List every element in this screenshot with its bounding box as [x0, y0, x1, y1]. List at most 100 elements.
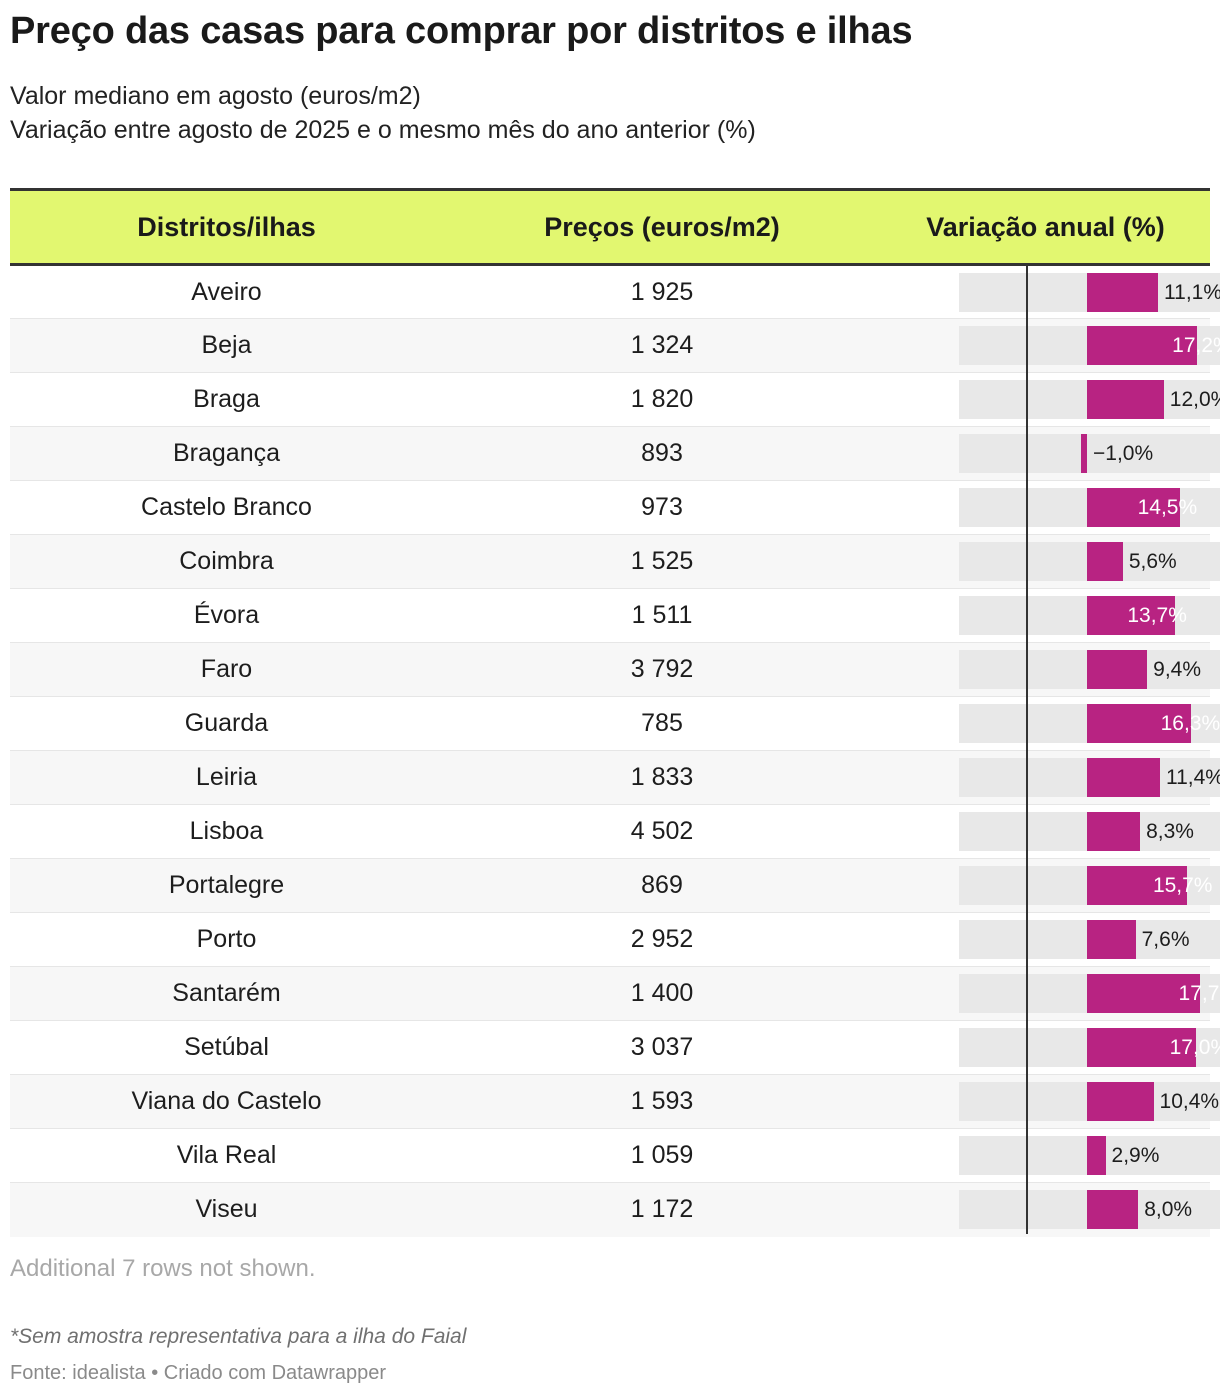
- change-bar: [1087, 596, 1175, 635]
- chart-title: Preço das casas para comprar por distrit…: [10, 10, 913, 52]
- change-bar: [1087, 1136, 1106, 1175]
- district-name: Vila Real: [10, 1128, 443, 1183]
- change-bar: [1087, 1190, 1139, 1229]
- price-value: 1 511: [443, 588, 881, 643]
- bar-track: [959, 434, 1220, 473]
- column-header-price[interactable]: Preços (euros/m2): [443, 188, 881, 266]
- district-name: Faro: [10, 642, 443, 697]
- change-label: 11,4%: [1165, 766, 1220, 789]
- district-name: Porto: [10, 912, 443, 967]
- change-label: 5,6%: [1128, 550, 1177, 573]
- column-header-district[interactable]: Distritos/ilhas: [10, 188, 443, 266]
- district-name: Viseu: [195, 1195, 258, 1224]
- price-value: 3 792: [443, 642, 881, 697]
- price-value: 973: [443, 480, 881, 535]
- change-label: 17,7%: [1179, 974, 1220, 1013]
- change-label: 17,0%: [1170, 1028, 1220, 1067]
- zero-baseline: [1026, 264, 1028, 1234]
- price-value: 785: [443, 696, 881, 751]
- change-bar: [1087, 1082, 1154, 1121]
- change-cell: 17,7%: [881, 966, 1220, 1021]
- change-label: 13,7%: [1127, 604, 1187, 627]
- change-cell: 5,6%: [881, 534, 1220, 589]
- change-cell: 16,3%: [881, 696, 1220, 751]
- change-bar: [1087, 326, 1198, 365]
- table-row: Porto 2 952 7,6%: [10, 912, 1220, 967]
- district-name: Beja: [10, 318, 443, 373]
- change-bar: [1087, 704, 1192, 743]
- chart-subtitle-1: Valor mediano em agosto (euros/m2): [10, 82, 421, 110]
- data-table: Distritos/ilhas Preços (euros/m2) Variaç…: [10, 188, 1220, 1237]
- rows-hidden-note: Additional 7 rows not shown.: [10, 1255, 316, 1282]
- source-credit: Fonte: idealista • Criado com Datawrappe…: [10, 1362, 387, 1384]
- change-bar: [1087, 974, 1201, 1013]
- district-name: Aveiro: [10, 264, 443, 319]
- table-row: Leiria 1 833 11,4%: [10, 750, 1220, 805]
- table-row: Évora 1 511 13,7%: [10, 588, 1220, 643]
- change-bar: [1087, 650, 1148, 689]
- table-row: Viana do Castelo 1 593 10,4%: [10, 1074, 1220, 1129]
- price-value: 1 059: [443, 1128, 881, 1183]
- change-label: 12,0%: [1169, 388, 1220, 411]
- price-value: 1 324: [443, 318, 881, 373]
- price-value: 1 820: [443, 372, 881, 427]
- change-bar: [1087, 758, 1160, 797]
- change-bar: [1087, 542, 1123, 581]
- district-name: Castelo Branco: [10, 480, 443, 535]
- change-bar: [1087, 273, 1159, 312]
- change-label: 7,6%: [1141, 928, 1190, 951]
- change-label: 16,3%: [1161, 704, 1220, 743]
- price-value: 1 833: [443, 750, 881, 805]
- change-cell: 11,1%: [881, 264, 1220, 319]
- price-value: 1 925: [443, 264, 881, 319]
- change-cell: 15,7%: [881, 858, 1220, 913]
- change-label: 10,4%: [1159, 1090, 1220, 1113]
- change-cell: 12,0%: [881, 372, 1220, 427]
- table-header-row: Distritos/ilhas Preços (euros/m2) Variaç…: [10, 188, 1210, 266]
- price-value: 869: [443, 858, 881, 913]
- table-row: Faro 3 792 9,4%: [10, 642, 1220, 697]
- change-bar: [1087, 380, 1164, 419]
- table-row: Bragança 893 −1,0%: [10, 426, 1220, 481]
- table-row: Castelo Branco 973 14,5%: [10, 480, 1220, 535]
- change-label: 15,7%: [1153, 866, 1213, 905]
- change-label: 11,1%: [1164, 281, 1220, 304]
- change-cell: 9,4%: [881, 642, 1220, 697]
- change-cell: 13,7%: [881, 588, 1220, 643]
- price-value: 1 172: [630, 1195, 694, 1224]
- table-row: Lisboa 4 502 8,3%: [10, 804, 1220, 859]
- change-cell: 17,2%: [881, 318, 1220, 373]
- change-cell: −1,0%: [881, 426, 1220, 481]
- change-label: 17,2%: [1172, 326, 1220, 365]
- district-name: Bragança: [10, 426, 443, 481]
- change-label: 8,3%: [1146, 820, 1194, 843]
- district-name: Coimbra: [10, 534, 443, 589]
- district-name: Évora: [10, 588, 443, 643]
- footnote: *Sem amostra representativa para a ilha …: [10, 1325, 467, 1348]
- change-cell: 7,6%: [881, 912, 1220, 967]
- table-row: Coimbra 1 525 5,6%: [10, 534, 1220, 589]
- change-label: 9,4%: [1153, 658, 1202, 681]
- table-row: Vila Real 1 059 2,9%: [10, 1128, 1220, 1183]
- district-name: Santarém: [10, 966, 443, 1021]
- change-cell: 17,0%: [881, 1020, 1220, 1075]
- change-cell: 14,5%: [881, 480, 1220, 535]
- change-label: 2,9%: [1111, 1144, 1160, 1167]
- change-cell: 11,4%: [881, 750, 1220, 805]
- price-value: 1 593: [443, 1074, 881, 1129]
- change-cell: 2,9%: [881, 1128, 1220, 1183]
- change-cell: 8,0%: [881, 1183, 1220, 1237]
- column-header-change[interactable]: Variação anual (%): [881, 188, 1210, 266]
- price-value: 4 502: [443, 804, 881, 859]
- change-label: 8,0%: [1144, 1198, 1193, 1221]
- change-bar: [1087, 812, 1141, 851]
- change-label: 14,5%: [1137, 496, 1198, 519]
- district-name: Braga: [10, 372, 443, 427]
- price-value: 1 525: [443, 534, 881, 589]
- change-cell: 8,3%: [881, 804, 1220, 859]
